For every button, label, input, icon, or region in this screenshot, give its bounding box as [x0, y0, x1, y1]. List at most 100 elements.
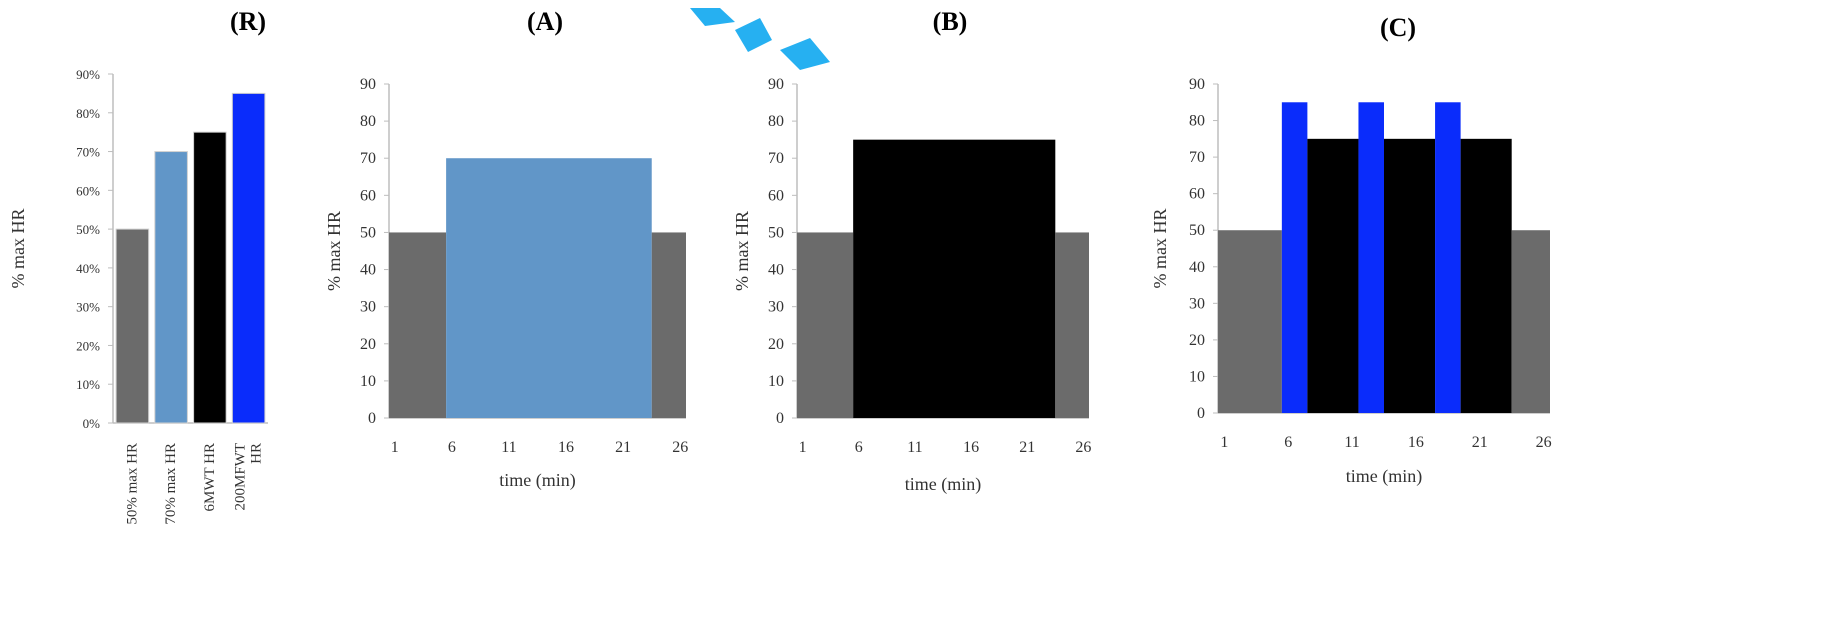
bar-segment — [853, 139, 1056, 418]
category-label: 6MWT HR — [202, 443, 218, 511]
y-tick-label: 40 — [360, 262, 376, 279]
y-tick-label: 50 — [1189, 222, 1205, 239]
y-axis-label: % max HR — [324, 211, 344, 291]
chart-title: (C) — [1380, 13, 1416, 42]
y-tick-label: 60% — [76, 183, 100, 198]
watermark-fragment — [690, 8, 830, 70]
category-label: 200MFWT — [233, 443, 249, 511]
category-label: HR — [249, 443, 265, 464]
y-tick-label: 0 — [776, 410, 784, 427]
bar-segment — [1435, 102, 1461, 414]
x-tick-label: 16 — [1408, 434, 1424, 451]
x-tick-label: 1 — [799, 439, 807, 456]
x-tick-label: 16 — [558, 439, 574, 456]
bar — [115, 228, 150, 424]
y-tick-label: 60 — [768, 187, 784, 204]
bar-segment — [1384, 138, 1436, 414]
y-tick-label: 70 — [360, 150, 376, 167]
chart-r: (R) 0% 10% 20% 30% 40% 50% 60% 70% 80% 90% % max HR… — [8, 7, 268, 525]
y-tick-label: 10% — [76, 377, 100, 392]
y-tick-label: 30 — [768, 299, 784, 316]
chart-title: (B) — [933, 7, 968, 36]
x-tick-label: 1 — [1220, 434, 1228, 451]
y-tick-label: 50% — [76, 222, 100, 237]
y-tick-label: 40 — [1189, 259, 1205, 276]
bar-segment — [1218, 230, 1282, 413]
y-tick-label: 60 — [360, 187, 376, 204]
y-tick-label: 90 — [768, 76, 784, 93]
bar — [231, 92, 266, 424]
x-tick-label: 11 — [907, 439, 922, 456]
bar-segment — [1307, 138, 1359, 414]
x-tick-label: 26 — [1075, 439, 1091, 456]
bar-segment — [446, 158, 652, 418]
y-tick-label: 0% — [83, 416, 101, 431]
bar-segment — [1055, 232, 1089, 418]
x-tick-label: 16 — [963, 439, 979, 456]
y-tick-label: 20 — [1189, 332, 1205, 349]
watermark-stroke — [690, 8, 735, 26]
y-tick-label: 30 — [360, 299, 376, 316]
chart-title: (A) — [527, 7, 563, 36]
x-axis-label: time (min) — [499, 470, 575, 491]
y-tick-label: 90 — [1189, 76, 1205, 93]
category-label: 50% max HR — [124, 443, 140, 525]
y-axis-label: % max HR — [1150, 209, 1170, 289]
y-tick-label: 80 — [768, 113, 784, 130]
y-tick-label: 10 — [768, 373, 784, 390]
y-axis-label: % max HR — [8, 209, 28, 289]
y-tick-label: 80% — [76, 106, 100, 121]
y-tick-label: 50 — [768, 224, 784, 241]
y-tick-label: 20% — [76, 338, 100, 353]
y-tick-label: 60 — [1189, 186, 1205, 203]
x-tick-label: 6 — [1284, 434, 1292, 451]
y-tick-label: 40% — [76, 261, 100, 276]
x-tick-label: 26 — [672, 439, 688, 456]
x-tick-label: 21 — [1019, 439, 1035, 456]
y-tick-label: 70 — [768, 150, 784, 167]
x-tick-label: 6 — [448, 439, 456, 456]
y-tick-label: 70 — [1189, 149, 1205, 166]
x-tick-label: 21 — [615, 439, 631, 456]
y-tick-label: 10 — [1189, 368, 1205, 385]
x-tick-label: 11 — [501, 439, 516, 456]
watermark-stroke — [735, 18, 772, 52]
y-tick-label: 50 — [360, 224, 376, 241]
chart-title: (R) — [230, 7, 266, 36]
x-tick-label: 26 — [1536, 434, 1552, 451]
bar-segment — [1460, 138, 1512, 414]
y-tick-label: 0 — [1197, 405, 1205, 422]
y-tick-label: 20 — [768, 336, 784, 353]
x-axis-label: time (min) — [905, 474, 981, 495]
x-tick-label: 11 — [1344, 434, 1359, 451]
y-tick-label: 90 — [360, 76, 376, 93]
bar — [154, 151, 188, 424]
category-label: 70% max HR — [163, 443, 179, 525]
y-tick-label: 80 — [360, 113, 376, 130]
y-tick-label: 0 — [368, 410, 376, 427]
x-tick-label: 21 — [1472, 434, 1488, 451]
watermark-stroke — [780, 38, 830, 70]
bar-segment — [1281, 102, 1308, 414]
y-tick-label: 90% — [76, 67, 100, 82]
y-tick-label: 80 — [1189, 113, 1205, 130]
x-tick-label: 6 — [855, 439, 863, 456]
y-tick-label: 30% — [76, 300, 100, 315]
x-axis-label: time (min) — [1346, 466, 1422, 487]
y-tick-label: 10 — [360, 373, 376, 390]
bar-segment — [651, 232, 686, 418]
y-tick-label: 40 — [768, 262, 784, 279]
x-tick-label: 1 — [391, 439, 399, 456]
y-tick-label: 20 — [360, 336, 376, 353]
bar-segment — [1358, 102, 1384, 414]
y-axis-label: % max HR — [732, 211, 752, 291]
bar-segment — [797, 232, 854, 418]
bar-segment — [1511, 230, 1550, 413]
y-tick-label: 70% — [76, 145, 100, 160]
bar-segment — [389, 232, 447, 418]
